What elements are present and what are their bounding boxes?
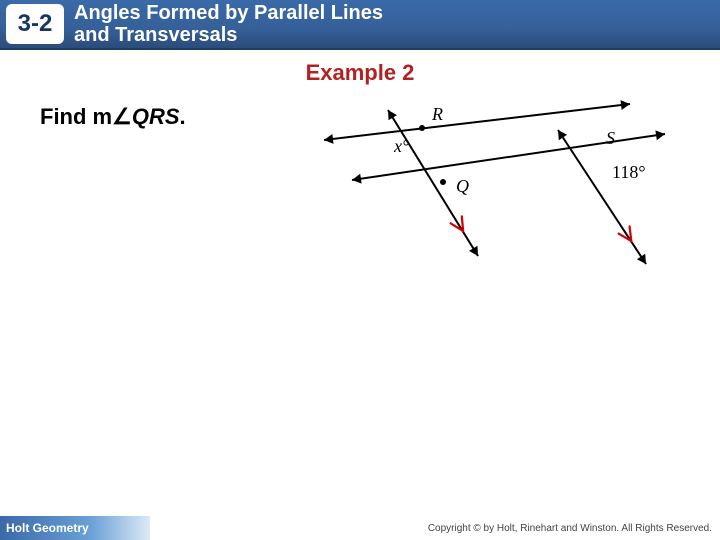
example-label-text: Example 2 xyxy=(306,60,415,85)
lesson-header: 3-2 Angles Formed by Parallel Lines and … xyxy=(0,0,720,50)
svg-text:Q: Q xyxy=(456,176,469,196)
svg-text:S: S xyxy=(606,128,615,148)
footer-copyright: Copyright © by Holt, Rinehart and Winsto… xyxy=(428,523,720,534)
svg-text:118°: 118° xyxy=(612,162,646,182)
lesson-title-line1: Angles Formed by Parallel Lines xyxy=(74,2,383,24)
svg-text:R: R xyxy=(431,104,443,124)
section-number: 3-2 xyxy=(18,10,53,38)
prompt-prefix: Find m xyxy=(40,104,112,129)
angle-symbol: ∠ xyxy=(112,104,132,129)
geometry-diagram: R S Qx° 118° xyxy=(310,92,670,277)
lesson-title: Angles Formed by Parallel Lines and Tran… xyxy=(74,2,383,46)
prompt-suffix: . xyxy=(180,104,186,129)
example-label: Example 2 xyxy=(0,60,720,86)
prompt-expression: QRS xyxy=(132,104,180,129)
footer-brand: Holt Geometry xyxy=(0,516,150,540)
section-number-badge: 3-2 xyxy=(6,4,64,44)
diagram-svg: R S Qx° 118° xyxy=(310,92,670,272)
lesson-title-line2: and Transversals xyxy=(74,24,237,46)
svg-text:x°: x° xyxy=(393,136,409,156)
slide-footer: Holt Geometry Copyright © by Holt, Rineh… xyxy=(0,516,720,540)
